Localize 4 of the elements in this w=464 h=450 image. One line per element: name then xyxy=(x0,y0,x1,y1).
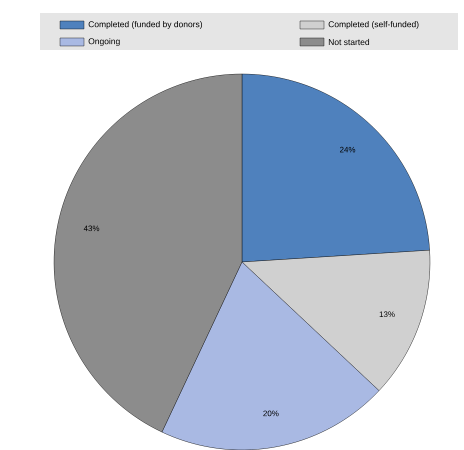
legend-label: Completed (self-funded) xyxy=(328,21,418,29)
legend-label: Not started xyxy=(328,38,370,46)
legend-label: Completed (funded by donors) xyxy=(88,21,202,29)
legend-label: Ongoing xyxy=(88,38,120,46)
